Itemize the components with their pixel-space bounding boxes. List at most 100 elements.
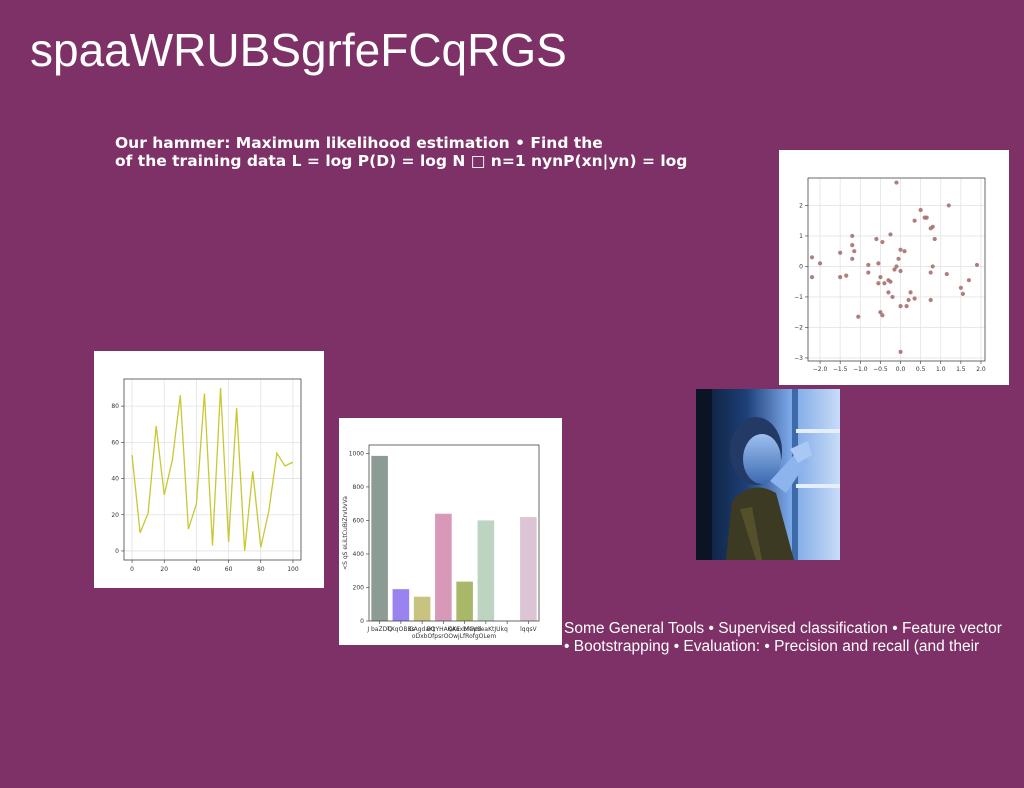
scatter-point — [974, 262, 980, 268]
scatter-point — [888, 232, 893, 237]
scatter-point — [904, 304, 909, 309]
general-tools-line-2: • Bootstrapping • Evaluation: • Precisio… — [564, 638, 980, 655]
scatter-point — [930, 264, 935, 269]
scatter-point — [912, 218, 917, 223]
bar — [520, 517, 537, 621]
bar-y-tick-label: 600 — [353, 517, 365, 524]
ml-estimation-text: Our hammer: Maximum likelihood estimatio… — [115, 134, 755, 170]
line-axes-frame — [123, 378, 302, 561]
slide-title: spaaWRUBSgrfeFCqRGS — [30, 24, 567, 76]
line-x-tick-label: 60 — [225, 566, 233, 573]
scatter-point — [817, 261, 823, 266]
scatter-point — [856, 314, 861, 319]
scatter-x-tick-label: 1.5 — [956, 366, 966, 373]
scatter-point — [876, 281, 881, 286]
scatter-point — [894, 180, 899, 185]
general-tools-text: Some General Tools • Supervised classifi… — [564, 620, 1024, 656]
bar-chart: 0 200 400 600 800 1000 J baZDQTXqOBBsGAgdaKtBQ… — [342, 444, 540, 640]
scatter-point — [966, 278, 972, 283]
scatter-point — [958, 285, 963, 290]
scatter-point — [896, 256, 901, 261]
scatter-point — [898, 247, 903, 252]
bar-x-tick-label: GAgdaKt — [409, 626, 436, 633]
scatter-point — [850, 233, 855, 239]
bar-y-tick-label: 800 — [353, 484, 365, 491]
scatter-point — [850, 243, 855, 248]
scatter-x-tick-label: 1.0 — [936, 366, 946, 373]
scatter-x-tick-label: 0.5 — [916, 366, 926, 373]
line-x-tick-label: 0 — [130, 566, 134, 573]
scatter-point — [892, 267, 897, 272]
scatter-point — [898, 304, 903, 309]
scatter-point — [924, 215, 929, 220]
scatter-point — [809, 255, 815, 260]
scatter-point — [874, 236, 879, 242]
bar-chart-panel: 0 200 400 600 800 1000 J baZDQ TXqOBBs GAgdaKt BQ… — [339, 418, 562, 645]
bar-x-tick-label: MeVSeaKtJUkq — [464, 626, 508, 633]
scatter-plot: −2.0 −1.5 −1.0 −0.5 0.0 0.5 1.0 1.5 2.0 −3 −2 −1 0 1 2 — [794, 177, 986, 373]
line-chart: 0 20 40 60 80 100 0 20 40 60 80 — [111, 378, 302, 573]
scatter-point — [898, 268, 903, 274]
line-y-tick-label: 60 — [111, 439, 119, 446]
bar-x-tick-label: BQYHAQKE — [427, 626, 461, 633]
scatter-point — [876, 261, 881, 266]
line-x-tick-label: 100 — [287, 566, 299, 573]
bar — [413, 596, 431, 621]
person-at-window-photo — [696, 389, 840, 560]
scatter-x-tick-label: −0.5 — [873, 366, 888, 373]
bar-axes-frame — [368, 444, 540, 622]
general-tools-line-1: Some General Tools • Supervised classifi… — [564, 620, 1002, 637]
bar — [435, 513, 452, 621]
scatter-x-tick-label: −1.5 — [833, 366, 848, 373]
line-chart-panel: 0 20 40 60 80 100 0 20 40 60 80 — [94, 351, 324, 588]
line-x-tick-label: 80 — [257, 566, 265, 573]
line-y-tick-label: 40 — [111, 476, 119, 483]
bar-x-tick-label-second-line: oDxbOfpsrOOwjLfRofgOLem — [412, 633, 497, 640]
line-y-tick-label: 20 — [111, 512, 119, 519]
bar — [456, 581, 473, 621]
scatter-point — [838, 250, 843, 255]
scatter-point — [908, 290, 913, 295]
scatter-point — [844, 273, 849, 278]
scatter-x-tick-label: −1.0 — [853, 366, 868, 373]
scatter-point — [932, 236, 937, 242]
bar — [392, 589, 410, 621]
scatter-point — [838, 275, 843, 280]
scatter-point — [888, 279, 893, 284]
bar-x-tick-label: J baZDQ — [366, 626, 392, 633]
bar-y-axis-label: <S qS eLiLtCuBiZrvUvVa — [342, 496, 349, 570]
bar-y-tick-label: 200 — [353, 584, 365, 591]
scatter-y-tick-label: −3 — [794, 355, 803, 362]
bar-y-tick-label: 1000 — [349, 450, 364, 457]
scatter-point — [878, 275, 883, 280]
scatter-y-tick-label: 0 — [799, 263, 803, 270]
scatter-y-tick-label: 1 — [799, 233, 803, 240]
scatter-point — [930, 224, 935, 229]
scatter-point — [946, 203, 951, 208]
scatter-point — [912, 296, 917, 301]
scatter-y-tick-label: −2 — [794, 324, 803, 331]
scatter-point — [866, 270, 871, 275]
ml-estimation-line-2: of the training data L = log P(D) = log … — [115, 152, 688, 170]
line-y-tick-label: 0 — [115, 548, 119, 555]
scatter-point — [960, 291, 965, 296]
bar-x-tick-label: TXqOBBs — [386, 626, 415, 633]
scatter-point — [882, 281, 887, 286]
scatter-point — [890, 294, 895, 300]
scatter-point — [880, 313, 885, 318]
bar-x-tick-label: lqqsV — [520, 626, 537, 633]
scatter-point — [880, 239, 885, 245]
scatter-point — [928, 297, 933, 303]
scatter-point — [886, 290, 891, 295]
scatter-point — [866, 262, 871, 268]
scatter-point — [850, 256, 855, 261]
scatter-y-tick-label: 2 — [799, 202, 803, 209]
scatter-plot-panel: −2.0 −1.5 −1.0 −0.5 0.0 0.5 1.0 1.5 2.0 −3 −2 −1 0 1 2 — [779, 150, 1009, 385]
scatter-point — [928, 270, 933, 275]
scatter-point — [906, 297, 911, 303]
line-x-tick-label: 20 — [160, 566, 168, 573]
scatter-x-tick-label: 2.0 — [976, 366, 986, 373]
bar-y-tick-label: 0 — [360, 618, 364, 625]
bar-y-tick-label: 400 — [353, 551, 365, 558]
scatter-point — [902, 249, 907, 254]
